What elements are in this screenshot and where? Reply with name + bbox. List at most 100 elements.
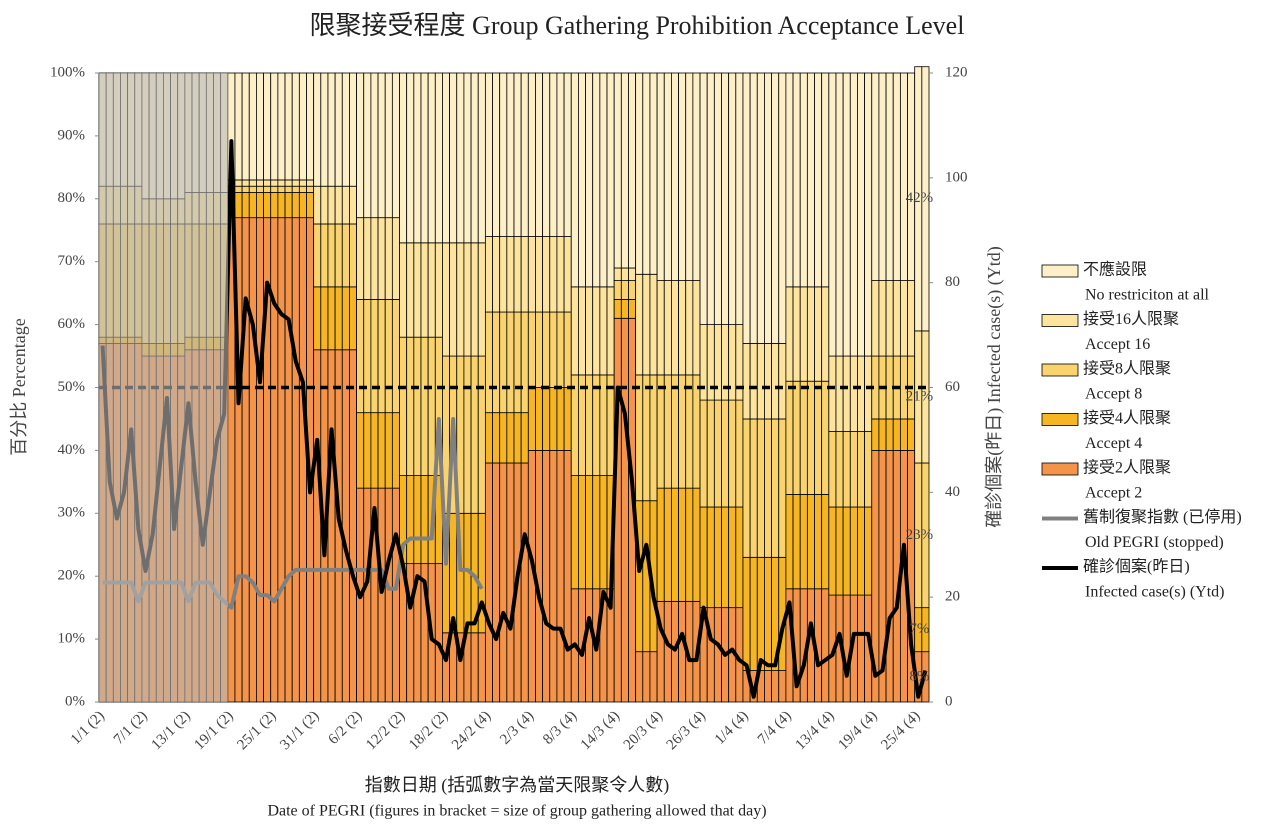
- bar-segment: [499, 311, 508, 414]
- bar-segment: [849, 506, 858, 596]
- bar-segment: [814, 286, 823, 382]
- data-label: 8%: [909, 668, 929, 684]
- bar-segment: [592, 374, 601, 476]
- bar-segment: [892, 418, 901, 451]
- legend-swatch: [1041, 264, 1079, 278]
- bar-segment: [341, 185, 350, 225]
- bar-segment: [406, 475, 415, 565]
- data-label: 42%: [906, 190, 934, 206]
- stopped-period-shade: [99, 73, 228, 702]
- bar-segment: [334, 72, 343, 187]
- bar-segment: [327, 223, 336, 288]
- bar-segment: [871, 72, 880, 281]
- bar-segment: [499, 72, 508, 237]
- bar-segment: [685, 280, 694, 376]
- bar-segment: [563, 236, 572, 313]
- bar-segment: [484, 412, 493, 464]
- bar-segment: [377, 72, 386, 219]
- bar-segment: [313, 349, 322, 703]
- bar-segment: [320, 286, 329, 351]
- bar-segment: [635, 72, 644, 275]
- bar-segment: [628, 280, 637, 300]
- bar-segment: [248, 192, 257, 219]
- bar-segment: [327, 185, 336, 225]
- bar-segment: [692, 487, 701, 602]
- bar-segment: [298, 72, 307, 181]
- bar-segment: [549, 449, 558, 703]
- bar-segment: [563, 449, 572, 703]
- bar-segment: [849, 72, 858, 357]
- bar-segment: [771, 670, 780, 703]
- bar-segment: [678, 280, 687, 376]
- bar-segment: [470, 72, 479, 244]
- bar-segment: [484, 311, 493, 414]
- bar-segment: [277, 192, 286, 219]
- bar-segment: [549, 236, 558, 313]
- bar-segment: [878, 280, 887, 357]
- bar-segment: [306, 192, 315, 219]
- bar-segment: [642, 273, 651, 376]
- bar-segment: [892, 280, 901, 357]
- bar-segment: [663, 72, 672, 281]
- legend-label: 不應設限: [1083, 260, 1147, 279]
- bar-segment: [270, 72, 279, 181]
- bar-segment: [406, 242, 415, 338]
- chart-title: 限聚接受程度 Group Gathering Prohibition Accep…: [310, 11, 965, 40]
- legend-label: Accept 8: [1085, 386, 1142, 403]
- bar-segment: [542, 236, 551, 313]
- bar-segment: [456, 242, 465, 357]
- y-tick-label: 50%: [58, 379, 86, 395]
- bar-segment: [442, 242, 451, 357]
- bar-segment: [298, 185, 307, 193]
- bar-segment: [749, 72, 758, 344]
- bar-segment: [842, 506, 851, 596]
- x-tick-label: 7/4 (4): [755, 708, 795, 748]
- bar-segment: [713, 607, 722, 703]
- x-axis-subtitle: Date of PEGRI (figures in bracket = size…: [267, 803, 766, 820]
- bar-segment: [263, 192, 272, 219]
- bar-segment: [907, 280, 916, 357]
- bar-segment: [449, 72, 458, 244]
- bar-segment: [671, 72, 679, 281]
- bar-segment: [313, 286, 322, 351]
- bar-segment: [907, 418, 916, 451]
- bar-segment: [527, 311, 536, 388]
- bar-segment: [885, 449, 894, 703]
- bar-segment: [556, 449, 565, 703]
- bar-segment: [349, 286, 357, 351]
- bar-segment: [713, 399, 722, 508]
- bar-segment: [577, 286, 586, 376]
- bar-segment: [663, 600, 672, 703]
- bar-segment: [878, 418, 887, 451]
- bar-segment: [391, 217, 400, 300]
- y2-tick-label: 40: [945, 484, 960, 500]
- x-tick-label: 31/1 (2): [277, 708, 322, 753]
- bar-segment: [749, 556, 758, 671]
- bar-segment: [799, 494, 808, 590]
- bar-segment: [663, 374, 672, 489]
- bar-segment: [764, 343, 772, 420]
- bar-segment: [527, 72, 536, 237]
- bar-segment: [620, 299, 629, 319]
- bar-segment: [506, 236, 515, 313]
- bar-segment: [713, 506, 722, 609]
- y2-tick-label: 20: [945, 589, 960, 605]
- bar-segment: [477, 242, 486, 357]
- bar-segment: [606, 374, 615, 476]
- bar-segment: [721, 72, 730, 326]
- bar-segment: [764, 72, 772, 344]
- bar-segment: [298, 217, 307, 703]
- bar-segment: [434, 72, 443, 244]
- bar-segment: [742, 556, 751, 671]
- y2-tick-label: 60: [945, 379, 960, 395]
- bar-segment: [492, 311, 501, 414]
- bar-segment: [341, 286, 350, 351]
- bar-segment: [270, 185, 279, 193]
- bar-segment: [470, 632, 479, 703]
- bar-segment: [620, 317, 629, 703]
- bar-segment: [513, 72, 522, 237]
- bar-segment: [814, 380, 823, 495]
- bar-segment: [599, 374, 608, 476]
- bar-segment: [413, 475, 422, 565]
- bar-segment: [613, 280, 622, 300]
